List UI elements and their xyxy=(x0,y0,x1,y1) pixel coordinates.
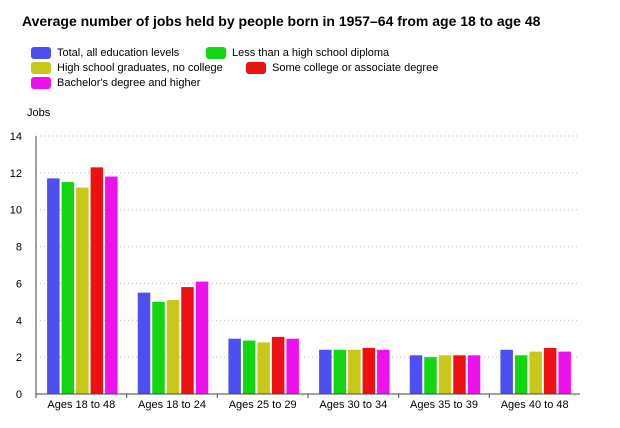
x-tick-label: Ages 35 to 39 xyxy=(410,399,478,411)
legend-item-high-school: High school graduates, no college xyxy=(31,62,223,74)
chart-title: Average number of jobs held by people bo… xyxy=(22,13,541,29)
bar xyxy=(47,178,60,394)
bar xyxy=(438,355,452,394)
y-tick-label: 14 xyxy=(10,131,22,143)
bar xyxy=(166,300,180,394)
bar xyxy=(558,351,571,394)
x-axis-ticks: Ages 18 to 48 Ages 18 to 24 Ages 25 to 29 A… xyxy=(35,394,569,411)
bar xyxy=(543,347,557,394)
bar xyxy=(333,349,347,394)
bar xyxy=(152,301,165,394)
bar xyxy=(500,349,513,394)
bar xyxy=(529,351,542,394)
y-tick-label: 0 xyxy=(16,389,22,401)
bar xyxy=(348,349,361,394)
bar xyxy=(424,357,437,394)
x-tick-label: Ages 40 to 48 xyxy=(501,399,569,411)
x-tick-label: Ages 25 to 29 xyxy=(229,399,297,411)
bar xyxy=(76,187,89,394)
bar xyxy=(467,355,481,394)
legend-swatch-bachelors xyxy=(31,77,51,89)
bar xyxy=(105,176,118,394)
y-tick-label: 4 xyxy=(16,315,22,327)
legend-label-total: Total, all education levels xyxy=(57,47,180,59)
legend-swatch-total xyxy=(31,47,51,59)
x-tick-label: Ages 18 to 48 xyxy=(47,399,115,411)
bars xyxy=(47,167,571,394)
bar xyxy=(257,342,270,394)
bar xyxy=(242,340,256,394)
bar xyxy=(377,349,390,394)
bar xyxy=(228,338,241,394)
y-axis-label: Jobs xyxy=(27,107,51,119)
y-axis-ticks: 0 2 4 6 8 10 12 14 xyxy=(10,131,22,401)
bar xyxy=(362,347,376,394)
bar xyxy=(409,355,423,394)
bar xyxy=(514,355,528,394)
bar xyxy=(90,167,104,394)
y-tick-label: 10 xyxy=(10,205,22,217)
legend-item-some-college: Some college or associate degree xyxy=(246,62,438,74)
y-tick-label: 2 xyxy=(16,352,22,364)
legend-label-bachelors: Bachelor's degree and higher xyxy=(57,77,201,89)
bar xyxy=(286,338,299,394)
legend-swatch-high-school xyxy=(31,62,51,74)
legend-label-high-school: High school graduates, no college xyxy=(57,62,223,74)
bar xyxy=(61,182,75,394)
legend-swatch-less-than-high-school xyxy=(206,47,226,59)
x-tick-label: Ages 18 to 24 xyxy=(138,399,206,411)
legend-item-bachelors: Bachelor's degree and higher xyxy=(31,77,200,89)
bar xyxy=(453,355,466,394)
legend-item-less-than-high-school: Less than a high school diploma xyxy=(206,47,389,59)
bar xyxy=(195,281,209,394)
bar xyxy=(271,336,285,394)
bar xyxy=(181,287,194,394)
legend-swatch-some-college xyxy=(246,62,266,74)
bar xyxy=(319,349,332,394)
x-tick-label: Ages 30 to 34 xyxy=(319,399,387,411)
legend-item-total: Total, all education levels xyxy=(31,47,179,59)
y-tick-label: 6 xyxy=(16,278,22,290)
y-tick-label: 12 xyxy=(10,168,22,180)
gridlines xyxy=(36,135,580,358)
bar xyxy=(137,292,151,394)
y-tick-label: 8 xyxy=(16,242,22,254)
legend-label-less-than-high-school: Less than a high school diploma xyxy=(232,47,390,59)
legend-label-some-college: Some college or associate degree xyxy=(272,62,439,74)
